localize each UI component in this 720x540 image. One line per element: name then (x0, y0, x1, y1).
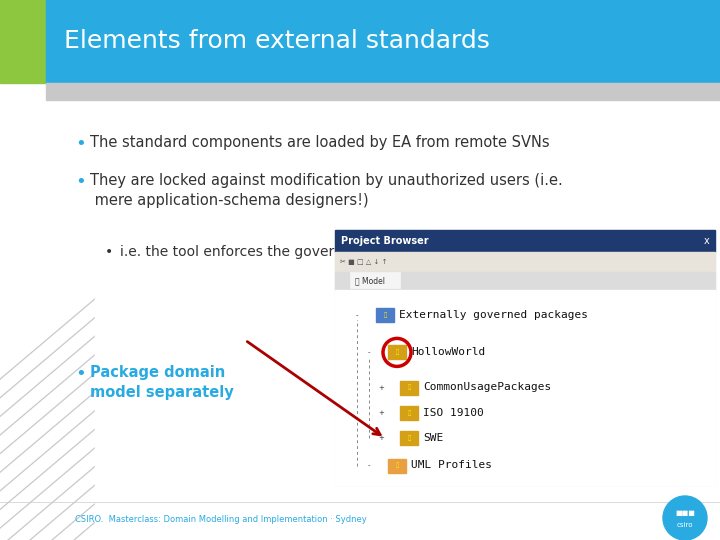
Bar (46, 83, 720, 100)
Text: 🔑: 🔑 (395, 349, 399, 355)
Bar (46, 0, 720, 83)
Text: 📁 Model: 📁 Model (355, 276, 385, 286)
Bar (335, 252, 715, 272)
Bar (400, 406, 418, 420)
Text: x: x (703, 236, 709, 246)
Text: CommonUsagePackages: CommonUsagePackages (423, 382, 552, 393)
Text: csiro: csiro (677, 522, 693, 528)
Bar (377, 409, 385, 417)
Bar (335, 290, 715, 485)
Bar (0, 0, 46, 83)
Text: +: + (378, 384, 384, 390)
Text: SWE: SWE (423, 433, 444, 443)
Text: They are locked against modification by unauthorized users (i.e.
 mere applicati: They are locked against modification by … (90, 173, 563, 208)
Bar (388, 346, 406, 360)
Text: UML Profiles: UML Profiles (411, 461, 492, 470)
Text: 🔑: 🔑 (395, 463, 399, 468)
Text: HollowWorld: HollowWorld (411, 347, 485, 357)
Text: •: • (75, 173, 86, 191)
Bar (365, 462, 373, 469)
Bar (377, 383, 385, 392)
Text: Project Browser: Project Browser (341, 236, 428, 246)
Text: ✂ ■ □ △ ↓ ↑: ✂ ■ □ △ ↓ ↑ (340, 259, 387, 265)
Bar (353, 312, 361, 319)
Text: CSIRO.  Masterclass: Domain Modelling and Implementation · Sydney: CSIRO. Masterclass: Domain Modelling and… (75, 516, 366, 524)
Bar (365, 348, 373, 356)
Text: Externally governed packages: Externally governed packages (399, 310, 588, 320)
Text: ISO 19100: ISO 19100 (423, 408, 484, 418)
Text: •: • (75, 365, 86, 383)
Circle shape (663, 496, 707, 540)
Text: ■■■: ■■■ (675, 510, 695, 516)
Bar (400, 381, 418, 395)
Bar (335, 230, 715, 485)
Bar (335, 272, 715, 290)
Text: 🔑: 🔑 (408, 384, 410, 390)
Bar (95, 100, 720, 540)
Text: •: • (105, 245, 113, 259)
Text: The standard components are loaded by EA from remote SVNs: The standard components are loaded by EA… (90, 135, 549, 150)
Text: Package domain
model separately: Package domain model separately (90, 365, 234, 400)
Text: 🔑: 🔑 (408, 410, 410, 416)
Text: +: + (378, 410, 384, 416)
Bar (335, 230, 715, 252)
Bar (388, 458, 406, 472)
Text: •: • (75, 135, 86, 153)
Text: 🔑: 🔑 (383, 313, 387, 318)
Text: Elements from external standards: Elements from external standards (64, 30, 490, 53)
Text: -: - (368, 462, 370, 469)
Text: 🔑: 🔑 (408, 435, 410, 441)
Bar (377, 434, 385, 442)
Text: i.e. the tool enforces the governance arrangements ☺: i.e. the tool enforces the governance ar… (120, 245, 498, 259)
Bar (350, 272, 400, 288)
Bar (400, 431, 418, 445)
Text: -: - (356, 312, 359, 319)
Text: +: + (378, 435, 384, 441)
Bar (376, 308, 394, 322)
Text: -: - (368, 349, 370, 355)
